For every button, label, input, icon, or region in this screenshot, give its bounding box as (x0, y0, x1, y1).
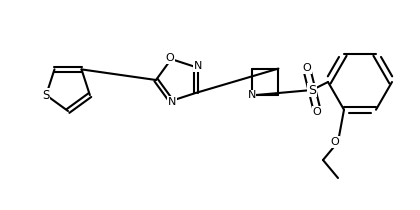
Text: O: O (303, 63, 311, 73)
Text: S: S (308, 84, 316, 97)
Text: N: N (168, 97, 176, 107)
Text: N: N (194, 61, 202, 71)
Text: N: N (247, 91, 256, 100)
Text: S: S (42, 89, 50, 102)
Text: O: O (331, 137, 339, 147)
Text: O: O (166, 53, 175, 63)
Text: O: O (312, 107, 321, 117)
